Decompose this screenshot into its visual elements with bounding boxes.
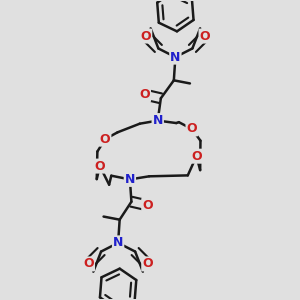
Text: N: N	[125, 173, 135, 186]
Text: O: O	[200, 30, 210, 43]
Text: O: O	[142, 257, 153, 270]
Text: O: O	[100, 133, 110, 146]
Text: O: O	[140, 88, 150, 101]
Text: N: N	[170, 51, 181, 64]
Text: N: N	[153, 114, 163, 127]
Text: O: O	[191, 150, 202, 163]
Text: O: O	[83, 257, 94, 270]
Text: O: O	[141, 30, 151, 43]
Text: N: N	[113, 236, 123, 249]
Text: O: O	[94, 160, 105, 172]
Text: O: O	[187, 122, 197, 135]
Text: O: O	[142, 199, 153, 212]
